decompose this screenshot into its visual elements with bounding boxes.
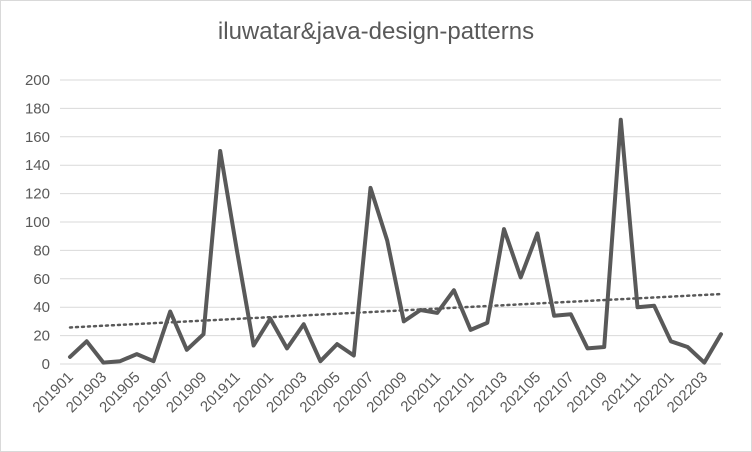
y-tick-label: 180 xyxy=(25,100,50,117)
y-tick-label: 80 xyxy=(33,242,50,259)
y-tick-label: 0 xyxy=(42,356,50,373)
y-tick-label: 60 xyxy=(33,271,50,288)
y-tick-label: 160 xyxy=(25,129,50,146)
y-tick-label: 200 xyxy=(25,72,50,89)
y-tick-label: 40 xyxy=(33,299,50,316)
y-tick-label: 20 xyxy=(33,328,50,345)
chart-title: iluwatar&java-design-patterns xyxy=(217,18,535,45)
series-line xyxy=(68,117,723,365)
y-tick-label: 100 xyxy=(25,214,50,231)
y-tick-label: 120 xyxy=(25,186,50,203)
y-tick-label: 140 xyxy=(25,157,50,174)
trendline xyxy=(68,292,723,329)
